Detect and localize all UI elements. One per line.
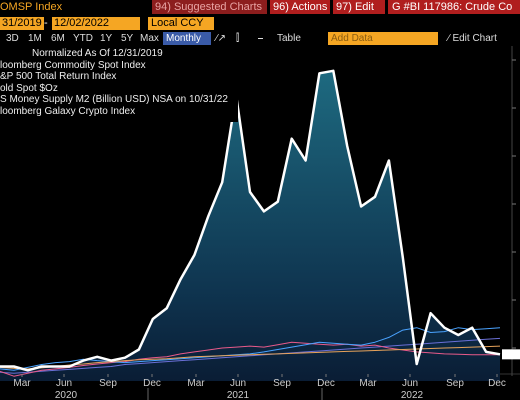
x-tick-label: Jun <box>230 378 246 389</box>
x-tick-label: Sep <box>273 378 291 389</box>
chart-area[interactable]: Mar Jun Sep Dec Mar Jun Sep Dec Mar Jun Sep Dec 2020… <box>0 46 520 400</box>
series-line-3 <box>0 327 501 371</box>
currency-select[interactable]: Local CCY <box>148 17 214 30</box>
period-5y[interactable]: 5Y <box>121 33 134 44</box>
edit-chart-button[interactable]: ∕ Edit Chart <box>448 33 497 44</box>
legend-item-gold[interactable]: old Spot $Oz <box>0 82 58 94</box>
chart-title-tab[interactable]: G #BI 117986: Crude Co <box>388 0 520 14</box>
start-date-input[interactable]: 31/2019 <box>0 17 44 30</box>
date-separator: - <box>44 17 48 29</box>
legend-item-sp500[interactable]: &P 500 Total Return Index <box>0 71 117 82</box>
x-axis: Mar Jun Sep Dec Mar Jun Sep Dec Mar Jun Sep Dec 2020… <box>13 374 506 400</box>
series-line-1 <box>0 337 501 374</box>
period-3d[interactable]: 3D <box>6 33 19 44</box>
last-value-marker <box>502 349 520 360</box>
x-year-label: 2020 <box>55 390 78 400</box>
series-line-0 <box>0 69 501 372</box>
x-tick-label: Dec <box>143 378 161 389</box>
add-data-input[interactable]: Add Data <box>328 32 438 45</box>
period-ytd[interactable]: YTD <box>73 33 93 44</box>
legend-item-crypto[interactable]: loomberg Galaxy Crypto Index <box>0 105 136 117</box>
edit-menu-button[interactable]: 97) Edit <box>333 0 385 14</box>
suggested-charts-button[interactable]: 94) Suggested Charts <box>152 0 267 14</box>
series-line-4 <box>0 345 501 370</box>
x-tick-label: Jun <box>56 378 72 389</box>
edit-chart-label: Edit Chart <box>452 33 497 44</box>
period-1m[interactable]: 1M <box>28 33 42 44</box>
line-chart-icon[interactable]: ∕↗ <box>216 33 227 44</box>
frequency-label: Monthly <box>166 33 202 44</box>
x-tick-label: Sep <box>446 378 464 389</box>
period-max[interactable]: Max <box>140 33 159 44</box>
pencil-icon: ∕ <box>448 33 450 44</box>
end-date-input[interactable]: 12/02/2022 <box>52 17 140 30</box>
legend: Normalized As Of 12/31/2019 loomberg Com… <box>0 48 238 122</box>
x-year-label: 2022 <box>401 390 424 400</box>
bar-type-icon[interactable]: ⫿ <box>236 33 240 44</box>
x-tick-label: Mar <box>359 378 377 389</box>
table-button[interactable]: Table <box>277 33 301 44</box>
frequency-select[interactable]: Monthly ▼ <box>163 32 211 57</box>
x-tick-label: Jun <box>402 378 418 389</box>
top-toolbar: OMSP Index 94) Suggested Charts 96) Acti… <box>0 0 520 16</box>
x-tick-label: Dec <box>488 378 506 389</box>
legend-item-commodity[interactable]: loomberg Commodity Spot Index <box>0 59 146 71</box>
ticker-label[interactable]: OMSP Index <box>0 1 63 13</box>
x-tick-label: Mar <box>187 378 205 389</box>
series-lines <box>0 69 520 377</box>
period-1y[interactable]: 1Y <box>100 33 113 44</box>
period-6m[interactable]: 6M <box>51 33 65 44</box>
legend-header: Normalized As Of 12/31/2019 <box>32 48 163 59</box>
x-tick-label: Sep <box>99 378 117 389</box>
actions-menu-button[interactable]: 96) Actions <box>270 0 330 14</box>
main-series-area <box>0 70 500 382</box>
period-toolbar: 3D 1M 6M YTD 1Y 5Y Max Monthly ▼ ∕↗ ⫿ ⎯ … <box>0 32 520 57</box>
chart-style-icon[interactable]: ⎯ <box>258 33 263 44</box>
legend-item-m2[interactable]: S Money Supply M2 (Billion USD) NSA on 1… <box>0 94 228 105</box>
x-year-label: 2021 <box>227 390 250 400</box>
x-tick-label: Mar <box>13 378 31 389</box>
date-range-row: 31/2019 - 12/02/2022 Local CCY <box>0 16 520 32</box>
right-axis <box>511 46 516 376</box>
x-tick-label: Dec <box>317 378 335 389</box>
series-line-2 <box>0 341 500 377</box>
